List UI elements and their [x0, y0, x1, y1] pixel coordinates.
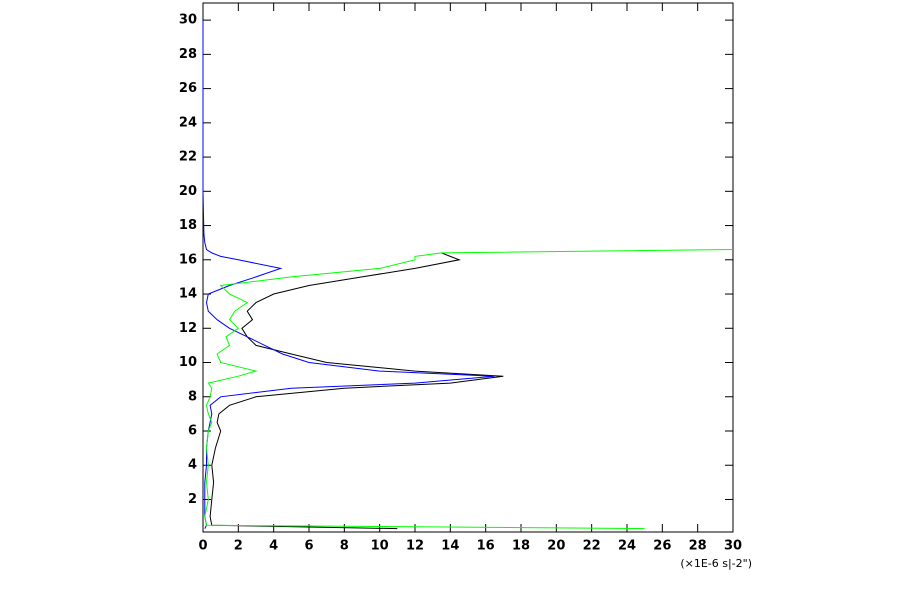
y-tick-label: 16	[179, 252, 197, 267]
x-tick-label: 22	[583, 539, 601, 554]
x-tick-label: 30	[724, 539, 742, 554]
x-tick-label: 12	[406, 539, 424, 554]
x-tick-label: 20	[547, 539, 565, 554]
y-tick-label: 20	[179, 184, 197, 199]
y-tick-label: 30	[179, 13, 197, 28]
x-tick-label: 28	[689, 539, 707, 554]
y-tick-label: 6	[188, 423, 197, 438]
x-tick-label: 18	[512, 539, 530, 554]
profile-line	[209, 252, 504, 530]
profile-line	[202, 20, 495, 529]
x-tick-label: 0	[198, 539, 207, 554]
y-tick-label: 8	[188, 389, 197, 404]
y-tick-label: 24	[179, 115, 197, 130]
x-tick-label: 2	[234, 539, 243, 554]
profile-line	[204, 249, 734, 530]
y-tick-label: 12	[179, 321, 197, 336]
y-tick-label: 22	[179, 150, 197, 165]
plot-frame	[202, 2, 734, 533]
x-tick-label: 14	[441, 539, 459, 554]
y-tick-label: 26	[179, 81, 197, 96]
x-tick-label: 26	[653, 539, 671, 554]
y-tick-label: 2	[188, 492, 197, 507]
y-tick-label: 28	[179, 47, 197, 62]
x-axis-label: (×1E-6 s|-2")	[680, 557, 752, 570]
x-tick-label: 6	[304, 539, 313, 554]
x-tick-label: 10	[371, 539, 389, 554]
y-tick-label: 18	[179, 218, 197, 233]
y-tick-label: 10	[179, 355, 197, 370]
y-tick-label: 4	[188, 458, 197, 473]
x-tick-label: 24	[618, 539, 636, 554]
y-tick-label: 14	[179, 287, 197, 302]
x-tick-label: 8	[340, 539, 349, 554]
x-tick-label: 16	[477, 539, 495, 554]
x-tick-label: 4	[269, 539, 278, 554]
